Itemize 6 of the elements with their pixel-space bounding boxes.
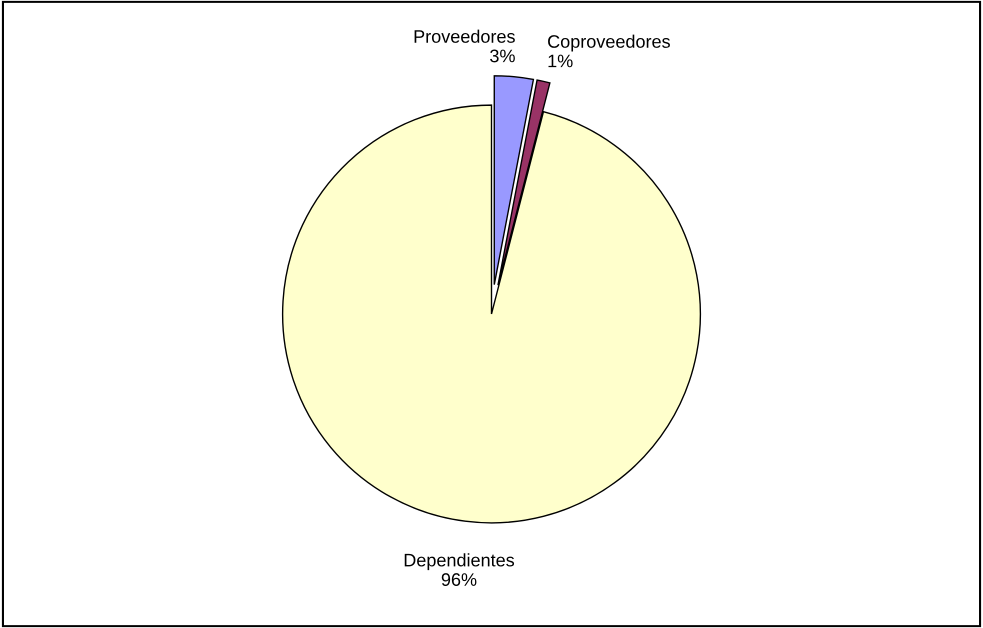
- data-label: 96%: [442, 573, 476, 586]
- data-label: 1%: [548, 54, 573, 68]
- slice-label: Proveedores: [414, 30, 515, 43]
- data-label: 3%: [490, 50, 515, 62]
- slice-label: Dependientes: [404, 553, 514, 570]
- slice-label: Coproveedores: [548, 34, 670, 52]
